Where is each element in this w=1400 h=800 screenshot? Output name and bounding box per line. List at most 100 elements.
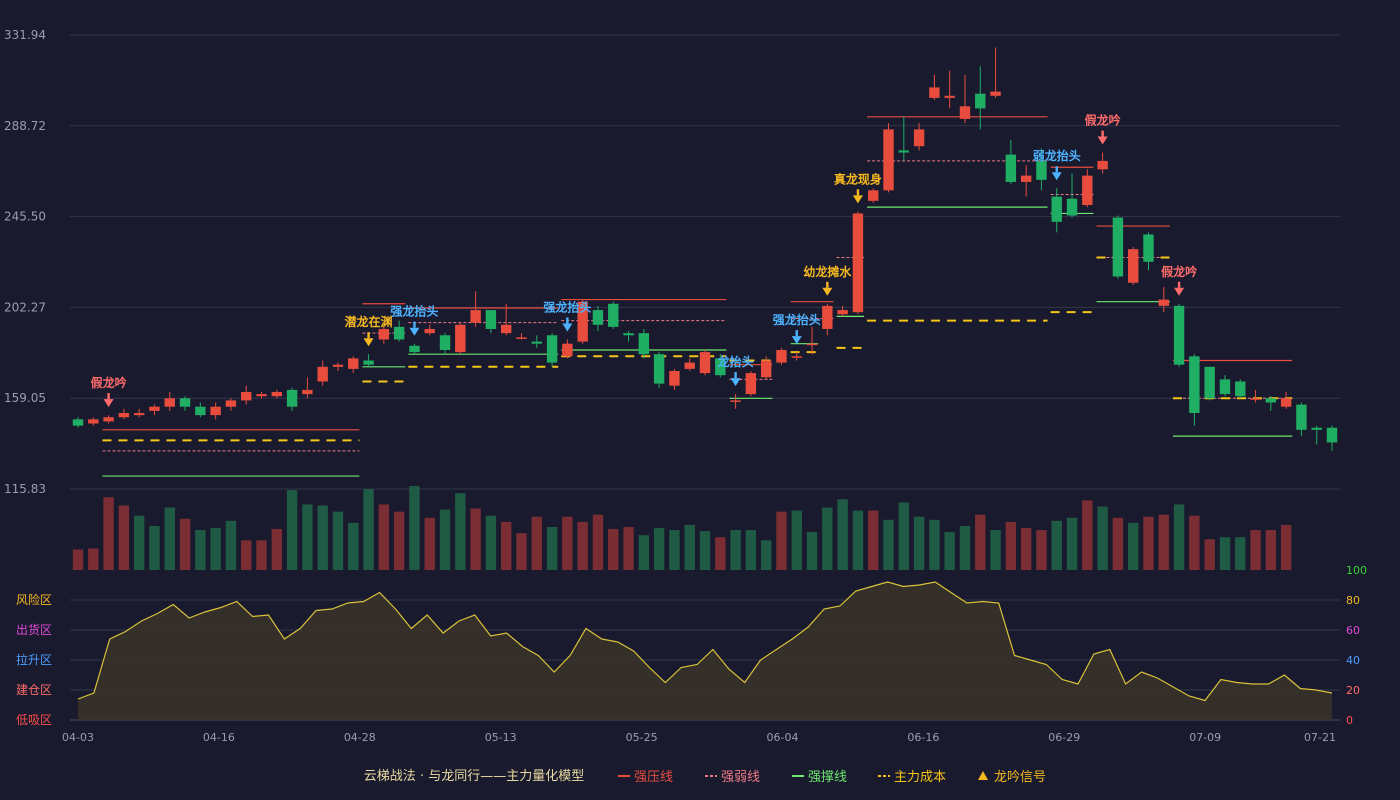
volume-bar [562,516,573,570]
volume-bar [1158,514,1169,570]
volume-bar [225,520,237,570]
candle-body [455,324,466,353]
candle-body [516,337,527,339]
date-tick-label: 07-09 [1189,731,1221,744]
volume-bar [1112,517,1124,570]
signal-arrow-icon [103,399,114,408]
signal-label: 幼龙摊水 [803,264,852,279]
volume-bar [776,511,787,570]
volume-bar [1250,530,1261,570]
candle-body [745,373,757,395]
volume-bar [730,530,741,570]
candle-body [1158,299,1169,306]
volume-bar [715,537,726,570]
signal-label: 假龙吟 [91,375,127,390]
signal-arrow-icon [1051,172,1062,181]
volume-bar [332,511,344,570]
volume-bar [898,502,910,570]
volume-bar [286,490,298,570]
candle-body [348,358,359,369]
candle-body [1036,160,1047,180]
volume-bar [1219,537,1231,570]
candle-body [1066,198,1078,216]
candle-body [562,343,573,357]
signal-label: 真龙现身 [834,171,882,186]
volume-bar [1051,520,1062,570]
signal-label: 潜龙在渊 [345,314,393,329]
signal-arrow-stem [367,332,370,339]
candle-body [1051,196,1062,222]
date-tick-label: 04-03 [62,731,94,744]
signal-label: 龙抬头 [718,354,754,369]
legend-title: 云梯战法 · 与龙同行——主力量化模型 [364,769,584,784]
signal-label: 假龙吟 [1161,264,1197,279]
volume-bar [470,508,481,570]
volume-bar [883,519,894,570]
signal-arrow-icon [409,327,420,336]
volume-bar [164,507,175,570]
volume-bar [179,518,191,570]
candle-body [424,328,435,334]
price-tick-label: 288.72 [4,119,46,133]
candle-body [1020,175,1032,182]
candle-body [500,324,512,334]
price-tick-label: 331.94 [4,28,46,42]
volume-bar [118,505,130,570]
candle-body [1280,398,1292,407]
volume-bar [348,522,359,570]
price-tick-label: 202.27 [4,300,46,314]
candle-body [439,335,451,350]
candle-body [959,106,971,119]
volume-bar [837,499,848,570]
candle-body [1235,381,1246,397]
volume-bar [88,548,99,570]
zone-label: 出货区 [16,622,52,637]
candle-body [1296,404,1307,430]
volume-bar [852,510,864,570]
date-tick-label: 06-29 [1048,731,1080,744]
volume-bar [1189,515,1200,570]
oscillator-tick-label: 100 [1346,564,1367,577]
candle-body [103,417,114,422]
volume-bar [913,516,925,570]
candle-body [271,392,283,397]
date-tick-label: 04-16 [203,731,235,744]
signal-label: 强龙抬头 [543,299,591,314]
volume-bar [149,525,160,570]
signal-arrow-stem [566,317,569,324]
signal-arrow-icon [1174,287,1185,296]
volume-bar [271,529,283,570]
signal-label: 强龙抬头 [390,304,438,319]
signal-arrow-icon [730,378,741,387]
signal-arrow-stem [413,321,416,328]
candle-body [699,352,711,374]
candle-body [776,349,787,363]
candle-body [806,343,818,346]
signal-arrow-stem [107,393,110,400]
signal-arrow-stem [856,189,860,196]
candle-body [1097,160,1108,170]
volume-bar [72,549,84,570]
candle-body [1326,427,1338,443]
signal-arrow-icon [852,195,863,204]
volume-bar [485,515,497,570]
candle-body [623,333,634,336]
volume-bar [393,511,405,570]
price-tick-label: 159.05 [4,391,46,405]
volume-bar [1036,530,1047,570]
candle-body [975,93,986,109]
oscillator-tick-label: 80 [1346,594,1360,607]
volume-bar [409,486,420,570]
volume-bar [500,521,512,570]
volume-bar [1127,522,1139,570]
candle-body [1204,366,1215,399]
volume-bar [1066,517,1078,570]
candle-body [195,406,206,416]
candle-body [791,356,802,358]
candle-body [241,392,252,401]
volume-bar [1005,521,1017,570]
signal-arrow-stem [826,281,829,288]
signal-arrow-icon [1097,136,1108,145]
signal-label: 弱龙抬头 [1033,148,1081,163]
volume-bar [516,533,527,570]
